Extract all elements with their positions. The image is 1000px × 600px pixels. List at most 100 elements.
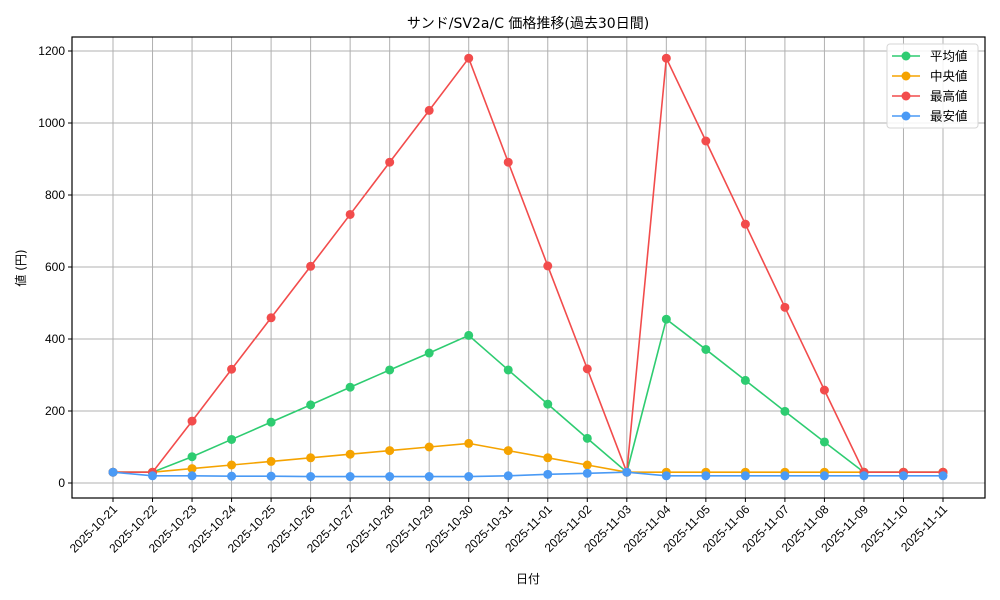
data-point: [740, 375, 750, 385]
data-point: [819, 385, 829, 395]
legend-marker-icon: [901, 51, 911, 61]
data-point: [661, 471, 671, 481]
data-point: [187, 416, 197, 426]
y-tick-label: 200: [45, 404, 65, 418]
data-point: [543, 469, 553, 479]
legend-marker-icon: [901, 71, 911, 81]
y-tick-label: 600: [45, 260, 65, 274]
legend-item: 最高値: [892, 89, 968, 104]
y-tick-label: 400: [45, 332, 65, 346]
series-最安値: [108, 467, 948, 482]
data-point: [385, 472, 395, 482]
data-point: [227, 434, 237, 444]
data-point: [227, 364, 237, 374]
data-point: [740, 471, 750, 481]
data-point: [780, 302, 790, 312]
legend-item: 最安値: [892, 109, 968, 124]
data-point: [582, 433, 592, 443]
y-tick-label: 1000: [38, 116, 65, 130]
data-point: [582, 468, 592, 478]
data-point: [701, 344, 711, 354]
legend-label: 最高値: [930, 89, 968, 104]
data-point: [187, 464, 197, 474]
series-最高値: [108, 53, 948, 477]
legend-label: 最安値: [930, 109, 968, 124]
legend-label: 中央値: [930, 69, 968, 84]
data-point: [582, 460, 592, 470]
data-point: [503, 365, 513, 375]
y-tick-label: 1200: [38, 44, 65, 58]
data-point: [108, 467, 118, 477]
data-point: [898, 471, 908, 481]
data-point: [266, 313, 276, 323]
data-point: [701, 471, 711, 481]
series-lines: [108, 53, 948, 482]
y-tick-label: 800: [45, 188, 65, 202]
data-point: [740, 219, 750, 229]
data-point: [543, 453, 553, 463]
data-point: [780, 471, 790, 481]
data-point: [227, 460, 237, 470]
data-point: [187, 452, 197, 462]
data-point: [622, 467, 632, 477]
data-point: [345, 472, 355, 482]
series-line: [113, 317, 943, 474]
data-point: [464, 330, 474, 340]
x-axis-label: 日付: [516, 572, 540, 586]
legend-item: 中央値: [892, 69, 968, 84]
legend-item: 平均値: [892, 49, 968, 64]
data-point: [424, 348, 434, 358]
data-point: [819, 437, 829, 447]
data-point: [385, 446, 395, 456]
data-point: [543, 261, 553, 271]
data-point: [306, 400, 316, 410]
series-line: [112, 471, 943, 478]
data-point: [187, 471, 197, 481]
grid-lines: [72, 37, 985, 498]
data-point: [464, 53, 474, 63]
data-point: [503, 471, 513, 481]
data-point: [345, 382, 355, 392]
legend-marker-icon: [901, 111, 911, 121]
data-point: [227, 471, 237, 481]
data-point: [306, 453, 316, 463]
data-point: [661, 314, 671, 324]
y-axis: 0 200 400 600 800 1000 1200: [38, 44, 72, 490]
data-point: [859, 471, 869, 481]
data-point: [938, 471, 948, 481]
data-point: [503, 157, 513, 167]
y-tick-label: 0: [58, 476, 65, 490]
data-point: [345, 449, 355, 459]
series-line: [113, 442, 943, 474]
data-point: [780, 406, 790, 416]
data-point: [424, 442, 434, 452]
x-axis: 2025-10-212025-10-222025-10-232025-10-24…: [67, 498, 950, 556]
series-平均値: [108, 314, 948, 477]
data-point: [148, 471, 158, 481]
data-point: [464, 438, 474, 448]
data-point: [464, 472, 474, 482]
legend-marker-icon: [901, 91, 911, 101]
series-line: [113, 55, 943, 474]
data-point: [385, 157, 395, 167]
data-point: [306, 472, 316, 482]
data-point: [266, 471, 276, 481]
data-point: [543, 399, 553, 409]
legend-label: 平均値: [930, 49, 968, 64]
data-point: [424, 472, 434, 482]
legend-box: [886, 43, 979, 129]
data-point: [424, 105, 434, 115]
chart-title: サンド/SV2a/C 価格推移(過去30日間): [407, 16, 649, 32]
data-point: [582, 364, 592, 374]
data-point: [661, 53, 671, 63]
data-point: [385, 365, 395, 375]
data-point: [701, 136, 711, 146]
data-point: [266, 456, 276, 466]
data-point: [266, 417, 276, 427]
data-point: [503, 446, 513, 456]
data-point: [306, 261, 316, 271]
data-point: [819, 471, 829, 481]
y-axis-label: 値 (円): [13, 249, 28, 286]
